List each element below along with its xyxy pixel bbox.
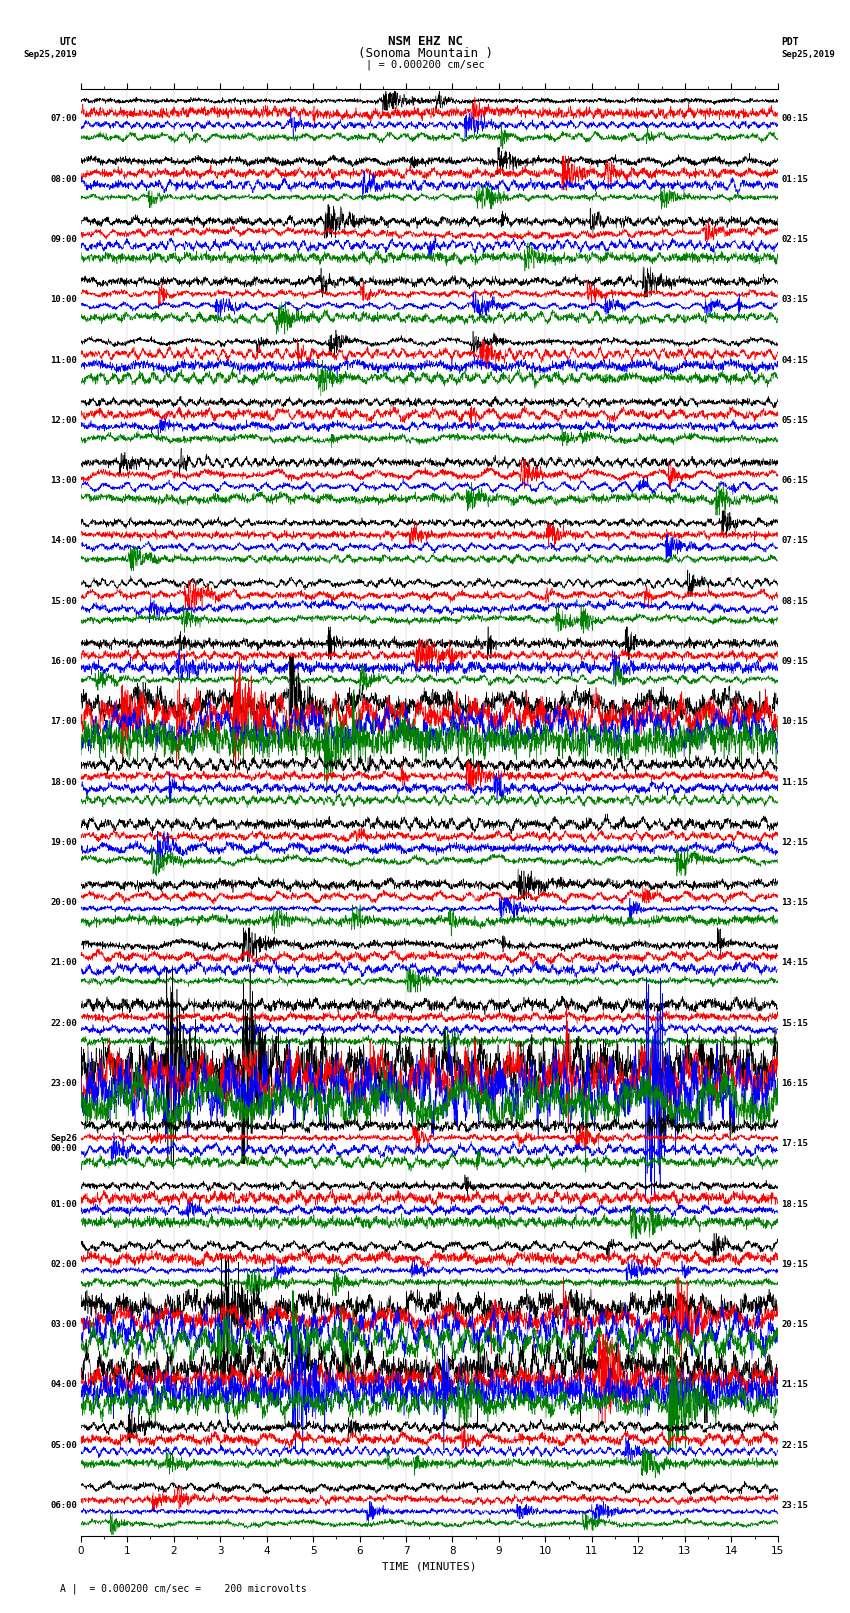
Text: 10:15: 10:15 [781,718,808,726]
Text: 22:15: 22:15 [781,1440,808,1450]
Text: PDT: PDT [781,37,799,47]
Text: 22:00: 22:00 [50,1019,77,1027]
Text: 19:15: 19:15 [781,1260,808,1269]
Text: 10:00: 10:00 [50,295,77,305]
Text: NSM EHZ NC: NSM EHZ NC [388,35,462,48]
Text: 13:00: 13:00 [50,476,77,486]
Text: 23:15: 23:15 [781,1502,808,1510]
Text: 05:15: 05:15 [781,416,808,424]
Text: 11:00: 11:00 [50,355,77,365]
Text: 04:00: 04:00 [50,1381,77,1389]
Text: 20:00: 20:00 [50,898,77,907]
Text: 18:00: 18:00 [50,777,77,787]
Text: Sep25,2019: Sep25,2019 [24,50,77,60]
Text: 18:15: 18:15 [781,1200,808,1208]
Text: 19:00: 19:00 [50,837,77,847]
Text: 07:00: 07:00 [50,115,77,123]
Text: 01:00: 01:00 [50,1200,77,1208]
Text: 12:15: 12:15 [781,837,808,847]
Text: 06:15: 06:15 [781,476,808,486]
Text: 14:00: 14:00 [50,537,77,545]
Text: 03:15: 03:15 [781,295,808,305]
Text: A |  = 0.000200 cm/sec =    200 microvolts: A | = 0.000200 cm/sec = 200 microvolts [60,1582,306,1594]
Text: UTC: UTC [60,37,77,47]
Text: 08:15: 08:15 [781,597,808,605]
Text: 00:15: 00:15 [781,115,808,123]
Text: 20:15: 20:15 [781,1319,808,1329]
Text: 17:15: 17:15 [781,1139,808,1148]
Text: 05:00: 05:00 [50,1440,77,1450]
Text: Sep25,2019: Sep25,2019 [781,50,835,60]
Text: 12:00: 12:00 [50,416,77,424]
Text: 09:15: 09:15 [781,656,808,666]
Text: 15:00: 15:00 [50,597,77,605]
Text: 09:00: 09:00 [50,235,77,244]
Text: | = 0.000200 cm/sec: | = 0.000200 cm/sec [366,60,484,71]
Text: 03:00: 03:00 [50,1319,77,1329]
Text: 11:15: 11:15 [781,777,808,787]
Text: 15:15: 15:15 [781,1019,808,1027]
Text: 04:15: 04:15 [781,355,808,365]
Text: 21:15: 21:15 [781,1381,808,1389]
Text: 02:00: 02:00 [50,1260,77,1269]
Text: 02:15: 02:15 [781,235,808,244]
Text: 14:15: 14:15 [781,958,808,968]
X-axis label: TIME (MINUTES): TIME (MINUTES) [382,1561,477,1571]
Text: 16:15: 16:15 [781,1079,808,1087]
Text: 17:00: 17:00 [50,718,77,726]
Text: 21:00: 21:00 [50,958,77,968]
Text: 01:15: 01:15 [781,174,808,184]
Text: 08:00: 08:00 [50,174,77,184]
Text: 07:15: 07:15 [781,537,808,545]
Text: 23:00: 23:00 [50,1079,77,1087]
Text: 06:00: 06:00 [50,1502,77,1510]
Text: 13:15: 13:15 [781,898,808,907]
Text: 16:00: 16:00 [50,656,77,666]
Text: Sep26
00:00: Sep26 00:00 [50,1134,77,1153]
Text: (Sonoma Mountain ): (Sonoma Mountain ) [358,47,492,60]
